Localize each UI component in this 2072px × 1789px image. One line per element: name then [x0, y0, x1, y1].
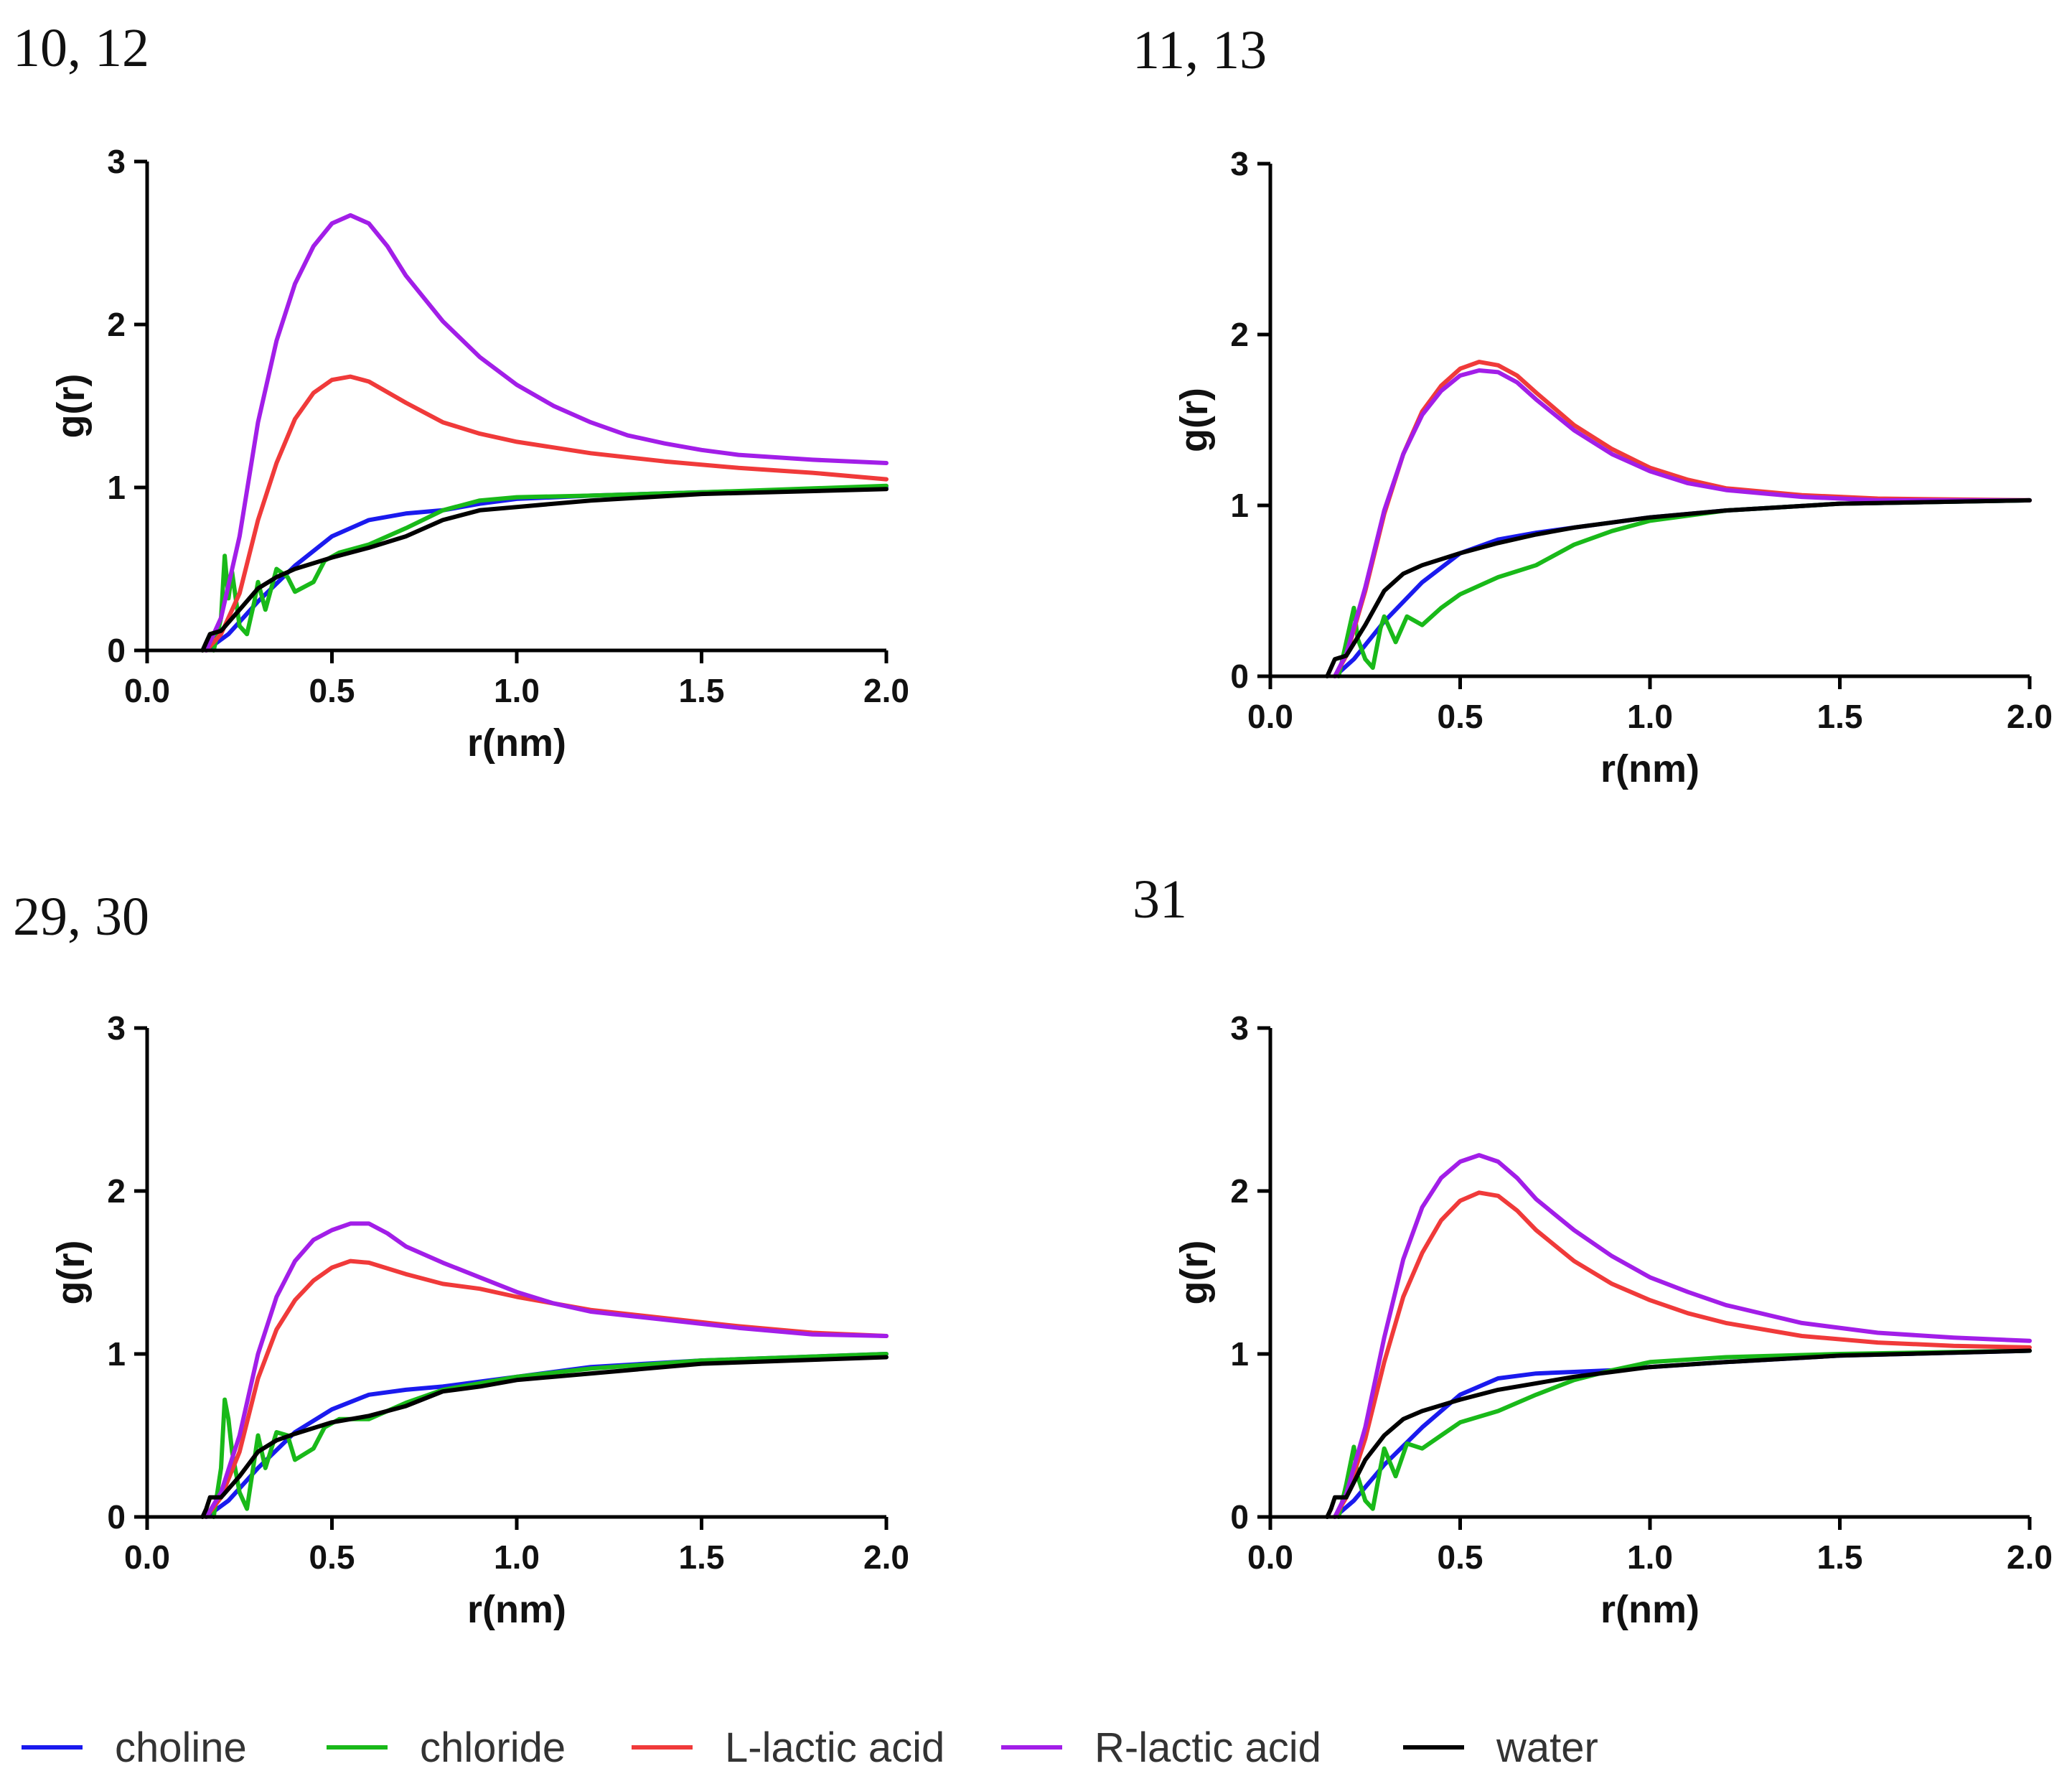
chart-panel-4: 31 0.0 0.5 1.0 1.5 2.0 0 1 2 3 r(nm) g(r)	[1133, 869, 2053, 1631]
x-tick-label: 1.0	[494, 1538, 540, 1576]
x-tick-label: 2.0	[2007, 698, 2053, 735]
series-line-chloride	[211, 483, 889, 653]
legend-label: choline	[115, 1724, 247, 1771]
series-line-water	[1325, 1348, 2032, 1519]
y-tick-label: 2	[1230, 316, 1249, 353]
series-line-choline	[1332, 1348, 2032, 1519]
y-tick-label: 0	[1230, 1498, 1249, 1536]
series-line-choline	[204, 485, 889, 653]
x-tick-label: 1.0	[1627, 698, 1673, 735]
panel-title: 29, 30	[13, 887, 149, 947]
panel-title: 11, 13	[1133, 20, 1267, 80]
x-tick-label: 0.5	[309, 1538, 355, 1576]
legend-label: water	[1496, 1724, 1598, 1771]
panel-title: 31	[1133, 869, 1187, 930]
legend-label: chloride	[420, 1724, 566, 1771]
x-axis-label: r(nm)	[467, 721, 566, 765]
chart-panel-2: 11, 13 0.0 0.5 1.0 1.5 2.0 0 1 2 3 r(nm) g(r)	[1133, 20, 2053, 790]
y-tick-label: 0	[107, 1498, 126, 1536]
x-tick-label: 0.0	[124, 1538, 170, 1576]
series-line-r-lactic-acid	[1332, 1153, 2032, 1519]
series-line-water	[1325, 498, 2032, 678]
x-tick-label: 0.5	[309, 672, 355, 709]
series-line-chloride	[1336, 498, 2032, 678]
legend-item-chloride: chloride	[327, 1724, 566, 1771]
series-line-chloride	[211, 1352, 889, 1519]
legend-item-l-lactic-acid: L-lactic acid	[632, 1724, 944, 1771]
x-tick-label: 1.5	[1817, 698, 1863, 735]
legend-label: R-lactic acid	[1094, 1724, 1321, 1771]
legend-item-water: water	[1403, 1724, 1598, 1771]
series-line-r-lactic-acid	[1332, 368, 2032, 678]
x-tick-label: 0.5	[1438, 698, 1483, 735]
x-tick-label: 1.0	[1627, 1538, 1673, 1576]
series-line-l-lactic-acid	[1332, 1190, 2032, 1519]
y-tick-label: 0	[107, 632, 126, 669]
panel-title: 10, 12	[13, 18, 149, 78]
y-tick-label: 3	[1230, 1009, 1249, 1047]
x-tick-label: 0.0	[124, 672, 170, 709]
x-tick-label: 0.0	[1247, 1538, 1293, 1576]
x-tick-label: 2.0	[2007, 1538, 2053, 1576]
legend-item-r-lactic-acid: R-lactic acid	[1001, 1724, 1321, 1771]
x-axis-label: r(nm)	[1600, 1588, 1700, 1631]
x-tick-label: 0.5	[1438, 1538, 1483, 1576]
y-tick-label: 1	[107, 1335, 126, 1373]
y-tick-label: 1	[107, 469, 126, 506]
x-tick-label: 1.5	[1817, 1538, 1863, 1576]
legend-item-choline: choline	[22, 1724, 247, 1771]
y-tick-label: 3	[1230, 145, 1249, 182]
x-tick-label: 2.0	[863, 672, 909, 709]
y-axis-label: g(r)	[50, 374, 93, 439]
series-line-chloride	[1336, 1348, 2032, 1519]
y-tick-label: 3	[107, 1009, 126, 1047]
series-line-water	[200, 487, 889, 653]
chart-panel-1: 10, 12 0.0 0.5 1.0 1.5 2.0 0 1 2 3 r(nm) g(r)	[13, 18, 909, 765]
series-line-choline	[1332, 498, 2032, 678]
y-axis-label: g(r)	[1173, 1241, 1216, 1305]
x-tick-label: 1.5	[679, 1538, 725, 1576]
x-tick-label: 1.0	[494, 672, 540, 709]
legend-label: L-lactic acid	[725, 1724, 944, 1771]
y-tick-label: 1	[1230, 487, 1249, 524]
chart-panel-3: 29, 30 0.0 0.5 1.0 1.5 2.0 0 1 2 3 r(nm) g(r)	[13, 887, 909, 1631]
y-tick-label: 2	[107, 306, 126, 343]
y-tick-label: 2	[1230, 1172, 1249, 1210]
x-axis-label: r(nm)	[1600, 747, 1700, 790]
y-axis-label: g(r)	[1173, 388, 1216, 452]
series-line-l-lactic-acid	[204, 374, 889, 653]
y-tick-label: 2	[107, 1172, 126, 1210]
figure-legend: choline chloride L-lactic acid R-lactic aci…	[22, 1724, 1598, 1771]
y-tick-label: 1	[1230, 1335, 1249, 1373]
x-axis-label: r(nm)	[467, 1588, 566, 1631]
series-line-l-lactic-acid	[1332, 360, 2032, 678]
series-line-r-lactic-acid	[204, 212, 889, 653]
x-tick-label: 0.0	[1247, 698, 1293, 735]
series-line-water	[200, 1355, 889, 1519]
y-tick-label: 0	[1230, 658, 1249, 695]
x-tick-label: 1.5	[679, 672, 725, 709]
x-tick-label: 2.0	[863, 1538, 909, 1576]
series-line-r-lactic-acid	[204, 1221, 889, 1519]
y-tick-label: 3	[107, 143, 126, 180]
y-axis-label: g(r)	[50, 1241, 93, 1305]
